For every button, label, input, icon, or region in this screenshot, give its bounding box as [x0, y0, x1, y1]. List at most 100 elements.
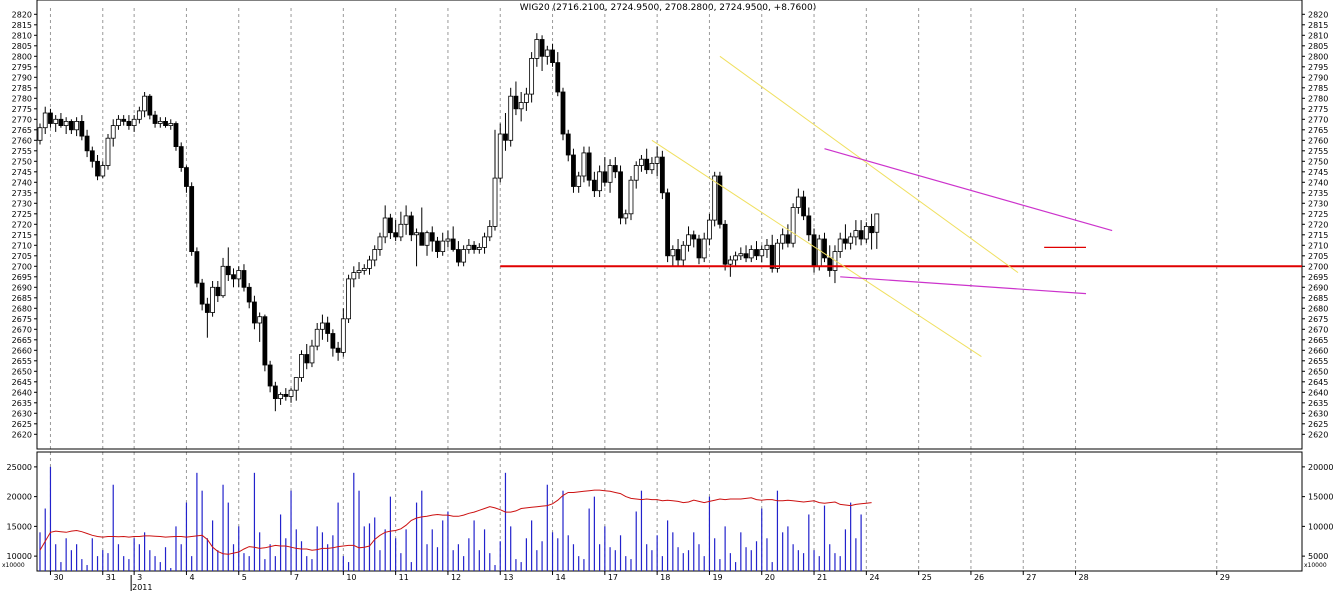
price-tick-label-left: 2780 — [12, 94, 32, 103]
price-tick-label-right: 2655 — [1308, 357, 1328, 366]
candle-body — [738, 253, 744, 257]
candle-body — [450, 238, 456, 250]
candle-body — [607, 165, 613, 183]
candle-body — [53, 118, 59, 124]
candle-body — [361, 267, 367, 271]
candle-body — [241, 270, 247, 288]
price-tick-label-right: 2690 — [1308, 283, 1328, 292]
candle-body — [722, 223, 728, 265]
price-tick-label-right: 2780 — [1308, 94, 1328, 103]
price-tick-label-left: 2630 — [12, 409, 32, 418]
candle-body — [576, 175, 582, 187]
candle-body — [393, 232, 399, 238]
candle-body — [487, 225, 493, 238]
candle-body — [837, 238, 843, 253]
candle-body — [701, 238, 707, 259]
price-tick-label-right: 2720 — [1308, 220, 1328, 229]
candle-body — [848, 236, 854, 244]
candle-body — [743, 253, 749, 259]
candle-body — [325, 322, 331, 334]
candle-body — [340, 318, 346, 353]
price-tick-label-left: 2635 — [12, 399, 32, 408]
candle-body — [529, 58, 535, 95]
candle-body — [58, 118, 64, 127]
price-tick-label-left: 2725 — [12, 210, 32, 219]
x-axis: 30 31 3 4 5 7 10 11 12 13 14 17 18 19 20 21 24 25 26 27 28 29… — [49, 571, 1230, 592]
candle-body — [79, 121, 85, 137]
candle-body — [163, 121, 168, 127]
candle-body — [795, 196, 801, 208]
candle-body — [252, 301, 257, 324]
candle-body — [565, 133, 571, 156]
price-tick-label-right: 2760 — [1308, 136, 1328, 145]
x-tick-label: 18 — [660, 573, 670, 582]
candle-body — [199, 282, 205, 305]
price-tick-label-right: 2680 — [1308, 304, 1328, 313]
candle-body — [440, 240, 446, 253]
candle-body — [780, 234, 786, 244]
price-tick-label-right: 2730 — [1308, 199, 1328, 208]
candle-body — [748, 249, 754, 259]
price-tick-label-right: 2805 — [1308, 42, 1328, 51]
x-tick-label: 26 — [974, 573, 984, 582]
candle-body — [785, 234, 791, 244]
volume-multiplier-right: x10000 — [1304, 562, 1327, 569]
candle-body — [320, 322, 325, 330]
candle-body — [869, 225, 874, 234]
candle-body — [670, 249, 676, 257]
price-tick-label-right: 2670 — [1308, 325, 1328, 334]
price-tick-label-right: 2675 — [1308, 315, 1328, 324]
candle-body — [63, 121, 69, 127]
candle-body — [157, 121, 163, 124]
candle-body — [414, 232, 419, 236]
price-tick-label-right: 2665 — [1308, 336, 1328, 345]
candle-body — [801, 196, 806, 217]
candle-body — [534, 39, 540, 59]
price-tick-label-left: 2670 — [12, 325, 32, 334]
candle-body — [482, 236, 487, 248]
price-tick-label-left: 2675 — [12, 315, 32, 324]
candle-body — [680, 244, 686, 261]
candle-body — [503, 133, 508, 141]
candle-body — [471, 244, 477, 250]
x-year-label: 2011 — [132, 583, 152, 592]
candle-body — [727, 259, 733, 265]
candle-body — [764, 244, 770, 250]
candle-body — [654, 156, 660, 164]
candle-body — [874, 213, 880, 233]
candle-body — [639, 158, 644, 166]
candle-body — [686, 234, 691, 246]
price-tick-label-right: 2715 — [1308, 231, 1328, 240]
candle-body — [581, 152, 587, 177]
candle-body — [659, 156, 665, 194]
price-tick-label-right: 2700 — [1308, 262, 1328, 271]
candle-body — [492, 177, 498, 227]
candle-body — [210, 286, 215, 313]
candle-body — [194, 251, 200, 284]
candle-body — [74, 121, 80, 131]
candle-body — [775, 242, 780, 269]
x-tick-label: 13 — [503, 573, 513, 582]
candle-body — [508, 95, 514, 141]
volume-multiplier-left: x10000 — [2, 562, 25, 569]
price-tick-label-right: 2660 — [1308, 346, 1328, 355]
price-tick-label-left: 2755 — [12, 147, 32, 156]
x-tick-label: 4 — [189, 573, 194, 582]
candle-body — [272, 385, 278, 399]
candle-body — [424, 232, 430, 246]
candle-body — [712, 175, 718, 221]
price-tick-label-right: 2640 — [1308, 388, 1328, 397]
price-tick-label-right: 2785 — [1308, 84, 1328, 93]
price-tick-label-left: 2750 — [12, 157, 32, 166]
candle-body — [597, 171, 603, 192]
candle-body — [408, 215, 414, 236]
candle-body — [335, 347, 341, 353]
candle-body — [110, 125, 116, 139]
candle-body — [623, 213, 629, 219]
price-tick-label-left: 2685 — [12, 294, 32, 303]
candle-body — [696, 238, 702, 259]
volume-tick-label-left: 15000 — [7, 522, 32, 531]
x-tick-label: 19 — [712, 573, 722, 582]
